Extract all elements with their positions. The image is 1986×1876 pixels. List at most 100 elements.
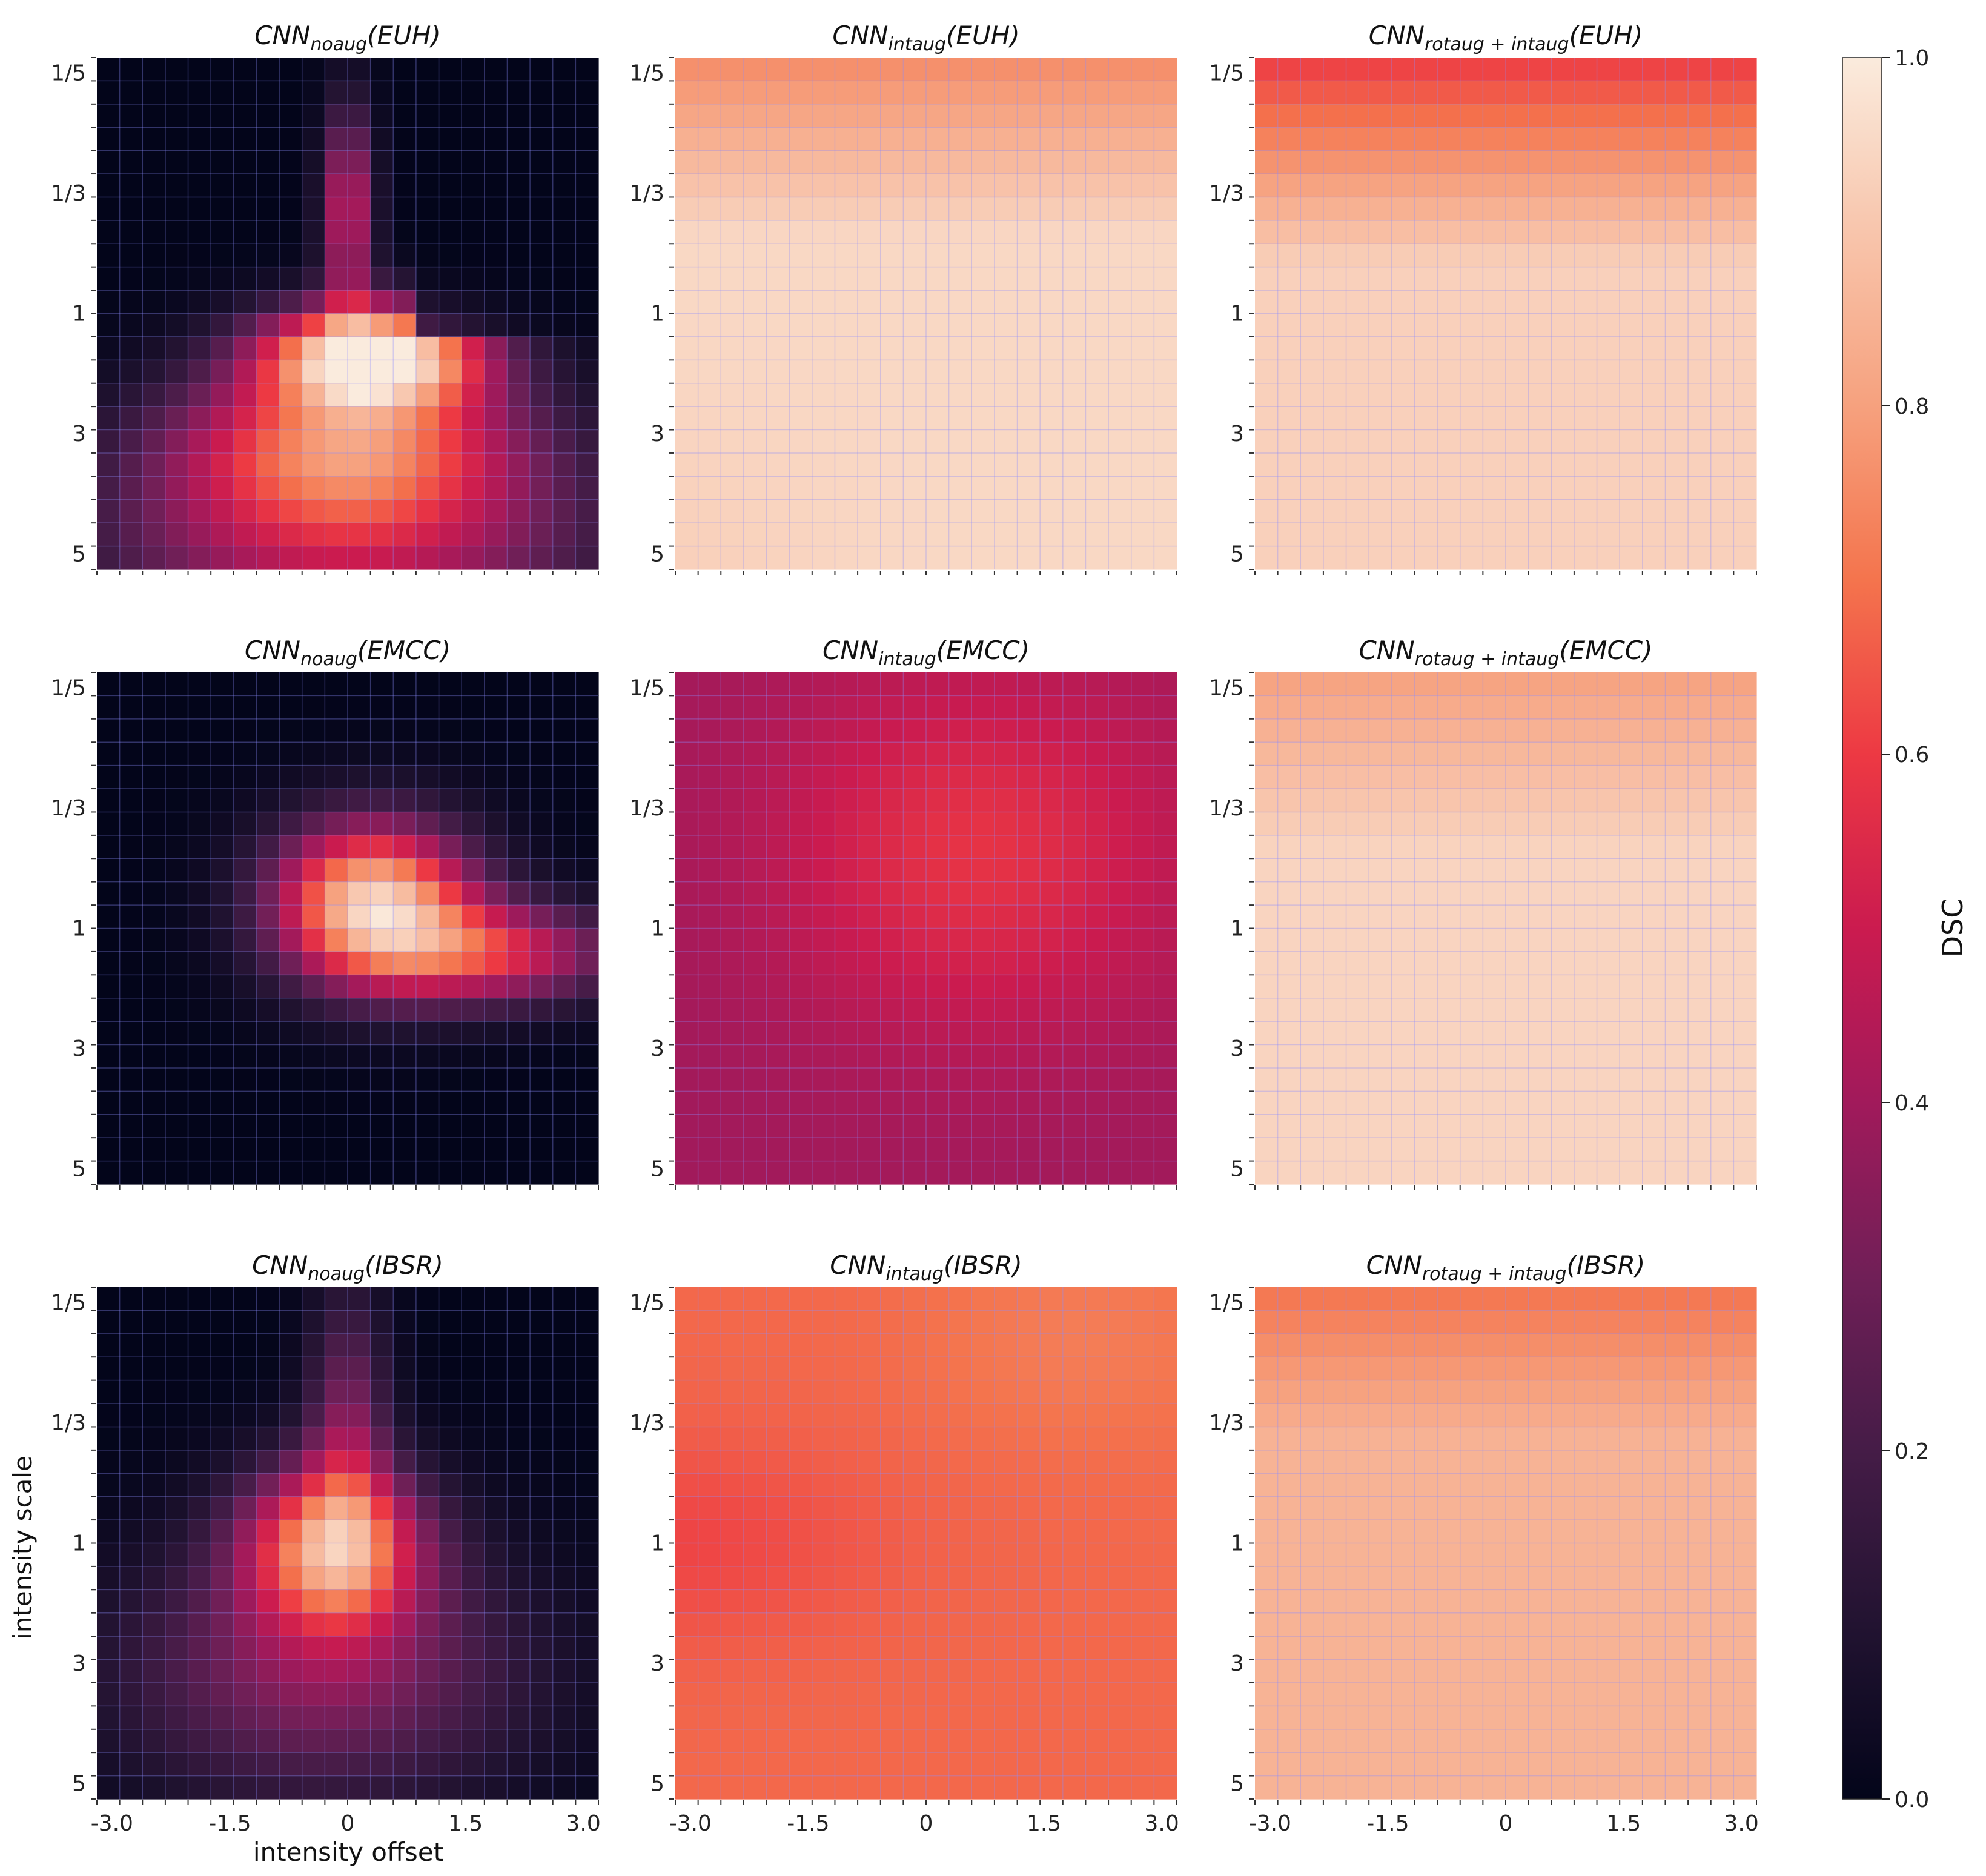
heatmap-cell <box>1323 523 1347 547</box>
heatmap-cell <box>1437 546 1461 570</box>
heatmap-cell <box>1688 718 1712 743</box>
heatmap-cell <box>789 360 813 384</box>
heatmap-cell <box>926 1612 950 1637</box>
heatmap-cell <box>948 1589 972 1614</box>
heatmap-cell <box>188 58 211 82</box>
heatmap-cell <box>926 244 950 268</box>
heatmap-cell <box>279 1333 303 1357</box>
heatmap-cell <box>1414 360 1438 384</box>
heatmap-cell <box>575 1357 599 1381</box>
heatmap-cell <box>971 881 995 906</box>
heatmap-cell <box>325 1067 348 1092</box>
heatmap-cell <box>743 1450 767 1474</box>
heatmap-cell <box>142 1161 166 1185</box>
heatmap-cell <box>1506 1775 1529 1800</box>
heatmap-cell <box>462 1021 485 1046</box>
heatmap-cell <box>1597 1161 1620 1185</box>
heatmap-cell <box>948 452 972 477</box>
heatmap-cell <box>575 718 599 743</box>
heatmap-cell <box>971 1775 995 1800</box>
heatmap-cell <box>812 1427 836 1451</box>
heatmap-cell <box>325 765 348 789</box>
heatmap-cell <box>1642 360 1666 384</box>
heatmap-cell <box>994 1682 1018 1706</box>
heatmap-cell <box>1154 1473 1177 1497</box>
heatmap-cell <box>858 1357 881 1381</box>
tick-marks <box>91 672 599 1190</box>
heatmap-cell <box>1346 1287 1369 1311</box>
heatmap-cell <box>1483 1612 1506 1637</box>
heatmap-cell <box>1346 1044 1369 1069</box>
heatmap-cell <box>789 975 813 999</box>
heatmap-cell <box>1108 499 1132 523</box>
heatmap-cell <box>302 197 325 221</box>
heatmap-cell <box>1688 1161 1712 1185</box>
heatmap-cell <box>675 429 699 454</box>
heatmap-cell <box>880 1427 904 1451</box>
heatmap-cell <box>1483 1427 1506 1451</box>
heatmap-cell <box>1620 58 1643 82</box>
heatmap-cell <box>698 546 721 570</box>
heatmap-cell <box>1108 1520 1132 1544</box>
heatmap-cell <box>766 1380 790 1404</box>
heatmap-cell <box>370 523 394 547</box>
heatmap-cell <box>484 81 508 105</box>
heatmap-cell <box>1300 267 1324 291</box>
heatmap-cell <box>1733 476 1757 500</box>
heatmap-cell <box>1017 789 1041 813</box>
heatmap-cell <box>994 998 1018 1022</box>
heatmap-cell <box>575 835 599 859</box>
heatmap-cell <box>1277 1450 1301 1474</box>
heatmap-cell <box>743 881 767 906</box>
heatmap-cell <box>675 1021 699 1046</box>
heatmap-cell <box>233 1380 257 1404</box>
heatmap-cell <box>1642 546 1666 570</box>
heatmap-cell <box>211 406 234 431</box>
heatmap-cell <box>439 267 462 291</box>
y-tick-label: 1/5 <box>629 1290 664 1315</box>
heatmap-cell <box>1506 905 1529 929</box>
heatmap-cell <box>721 1520 744 1544</box>
heatmap-cell <box>188 1775 211 1800</box>
heatmap-cell <box>1414 1612 1438 1637</box>
heatmap-cell <box>926 546 950 570</box>
heatmap-cell <box>1528 1357 1552 1381</box>
heatmap-cell <box>552 905 576 929</box>
heatmap-cell <box>165 499 189 523</box>
heatmap-cell <box>1483 765 1506 789</box>
heatmap-cell <box>1154 58 1177 82</box>
heatmap-cell <box>903 1612 927 1637</box>
heatmap-cell <box>948 476 972 500</box>
heatmap-cell <box>279 905 303 929</box>
heatmap-cell <box>1574 1520 1598 1544</box>
heatmap-cell <box>1483 1543 1506 1567</box>
heatmap-cell <box>97 1729 121 1753</box>
heatmap-cell <box>302 1138 325 1162</box>
heatmap-cell <box>507 1659 531 1683</box>
heatmap-cell <box>1108 58 1132 82</box>
heatmap-cell <box>1017 1427 1041 1451</box>
heatmap-cell <box>279 881 303 906</box>
heatmap-cell <box>575 1566 599 1590</box>
heatmap-cell <box>1460 812 1483 836</box>
heatmap-cell <box>789 1310 813 1334</box>
heatmap-cell <box>348 1404 371 1428</box>
heatmap-cell <box>1391 1496 1415 1520</box>
heatmap-cell <box>789 1427 813 1451</box>
heatmap-cell <box>926 1589 950 1614</box>
heatmap-cell <box>1574 452 1598 477</box>
heatmap-cell <box>119 1067 143 1092</box>
heatmap-cell <box>1642 905 1666 929</box>
heatmap-cell <box>462 174 485 198</box>
heatmap-cell <box>1154 476 1177 500</box>
heatmap-cell <box>256 58 280 82</box>
heatmap-cell <box>743 197 767 221</box>
heatmap-cell <box>858 406 881 431</box>
heatmap-cell <box>439 1752 462 1777</box>
heatmap-cell <box>721 197 744 221</box>
heatmap-cell <box>1642 174 1666 198</box>
heatmap-cell <box>1062 1287 1087 1311</box>
heatmap-cell <box>971 1287 995 1311</box>
heatmap-cell <box>1085 429 1109 454</box>
heatmap-cell <box>1300 523 1324 547</box>
